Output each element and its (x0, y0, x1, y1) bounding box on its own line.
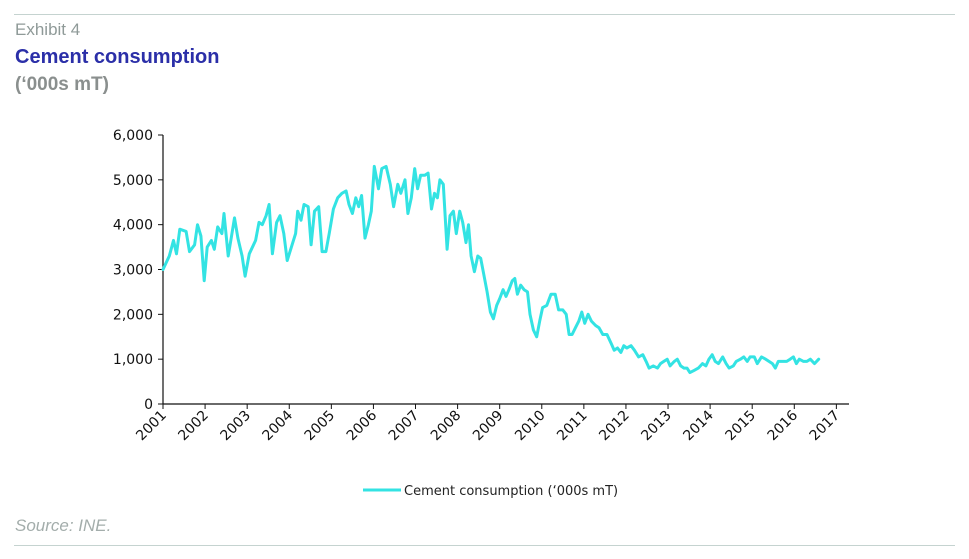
x-tick-label: 2013 (638, 408, 675, 445)
source-note: Source: INE. (15, 516, 112, 535)
x-tick-label: 2003 (217, 408, 254, 445)
legend-label: Cement consumption (‘000s mT) (404, 484, 618, 499)
y-tick-label: 3,000 (113, 263, 153, 279)
x-tick-label: 2010 (512, 408, 549, 445)
y-tick-label: 1,000 (113, 352, 153, 368)
x-tick-label: 2008 (428, 408, 465, 445)
axes (162, 135, 849, 405)
exhibit-label: Exhibit 4 (15, 20, 81, 39)
x-tick-label: 2005 (302, 408, 339, 445)
y-tick-label: 4,000 (113, 218, 153, 234)
y-tick-label: 2,000 (113, 307, 153, 323)
y-tick-label: 6,000 (113, 128, 153, 144)
y-axis-ticks: 0 1,000 2,000 3,000 4,000 5,000 6,000 (113, 128, 163, 413)
x-tick-label: 2004 (260, 407, 297, 444)
x-tick-label: 2014 (680, 407, 717, 444)
x-tick-label: 2016 (765, 407, 802, 444)
x-tick-label: 2011 (554, 408, 591, 445)
x-tick-label: 2017 (807, 408, 844, 445)
x-tick-label: 2009 (470, 408, 507, 445)
series-line-cement-consumption (161, 164, 821, 375)
series-group (161, 164, 821, 375)
x-tick-label: 2002 (175, 408, 212, 445)
x-tick-label: 2006 (344, 407, 381, 444)
bottom-rule (14, 545, 955, 546)
x-axis-ticks: 2001 2002 2003 2004 2005 2006 2007 2008 2009 2010… (133, 404, 843, 444)
top-rule (14, 14, 955, 15)
y-tick-label: 5,000 (113, 173, 153, 189)
x-tick-label: 2007 (386, 408, 423, 445)
x-tick-label: 2015 (723, 408, 760, 445)
chart-title: Cement consumption (15, 46, 220, 68)
legend: Cement consumption (‘000s mT) (363, 484, 618, 499)
x-tick-label: 2012 (596, 408, 633, 445)
y-tick-label: 0 (144, 397, 153, 413)
chart-units: (‘000s mT) (15, 74, 109, 95)
